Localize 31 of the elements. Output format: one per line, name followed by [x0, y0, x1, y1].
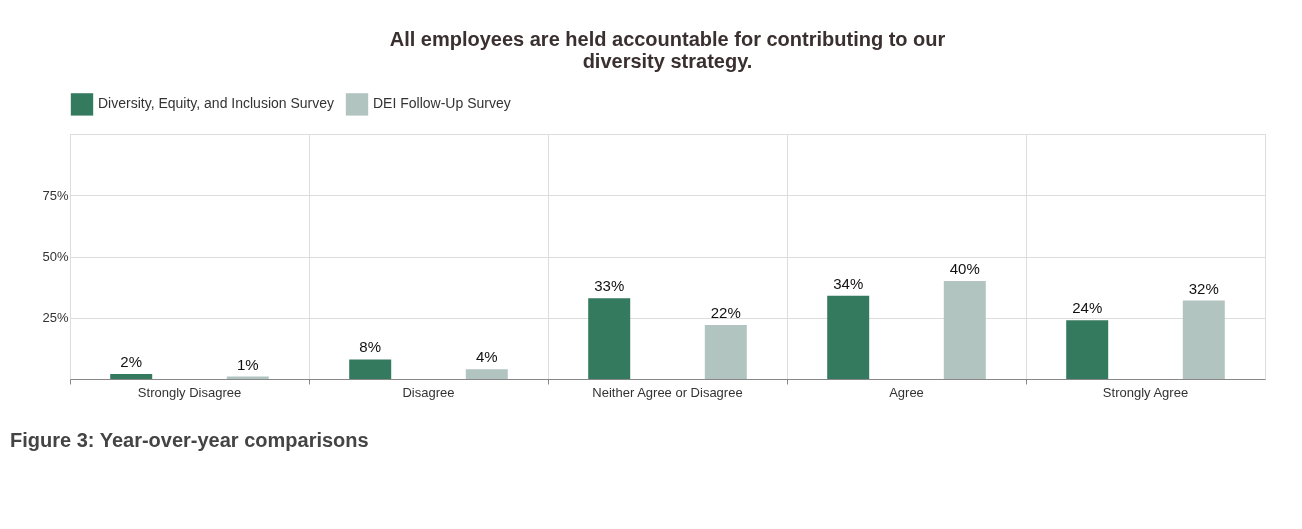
- data-label: 34%: [833, 274, 864, 292]
- bar: [1066, 320, 1109, 379]
- y-tick-label: 75%: [42, 187, 69, 203]
- bar: [349, 359, 392, 379]
- x-tick-label: Agree: [889, 384, 924, 400]
- bar: [110, 374, 153, 379]
- data-label: 33%: [594, 277, 625, 295]
- bar: [827, 295, 870, 379]
- x-tick-label: Strongly Disagree: [137, 384, 242, 400]
- data-label: 32%: [1188, 279, 1219, 297]
- bar: [465, 369, 508, 379]
- y-tick-label: 50%: [42, 249, 69, 264]
- bar: [1182, 300, 1225, 379]
- y-tick-label: 25%: [42, 310, 69, 326]
- bar: [704, 325, 747, 379]
- legend-label: Diversity, Equity, and Inclusion Survey: [98, 95, 335, 112]
- data-label: 40%: [949, 260, 980, 277]
- data-label: 22%: [710, 304, 741, 322]
- chart-title: All employees are held accountable for contributing to our diversity strategy.: [389, 28, 946, 72]
- data-label: 24%: [1072, 299, 1103, 317]
- data-label: 1%: [236, 355, 259, 373]
- x-tick-label: Disagree: [402, 384, 455, 400]
- data-label: 2%: [120, 353, 143, 371]
- caption: Figure 3: Year-over-year comparisons: [10, 429, 369, 451]
- bar: [588, 298, 631, 379]
- data-label: 4%: [475, 348, 498, 366]
- data-label: 8%: [359, 338, 382, 356]
- x-tick-label: Neither Agree or Disagree: [592, 384, 743, 400]
- legend-label: DEI Follow-Up Survey: [373, 95, 511, 112]
- bar: [943, 281, 986, 379]
- x-tick-label: Strongly Agree: [1102, 384, 1189, 400]
